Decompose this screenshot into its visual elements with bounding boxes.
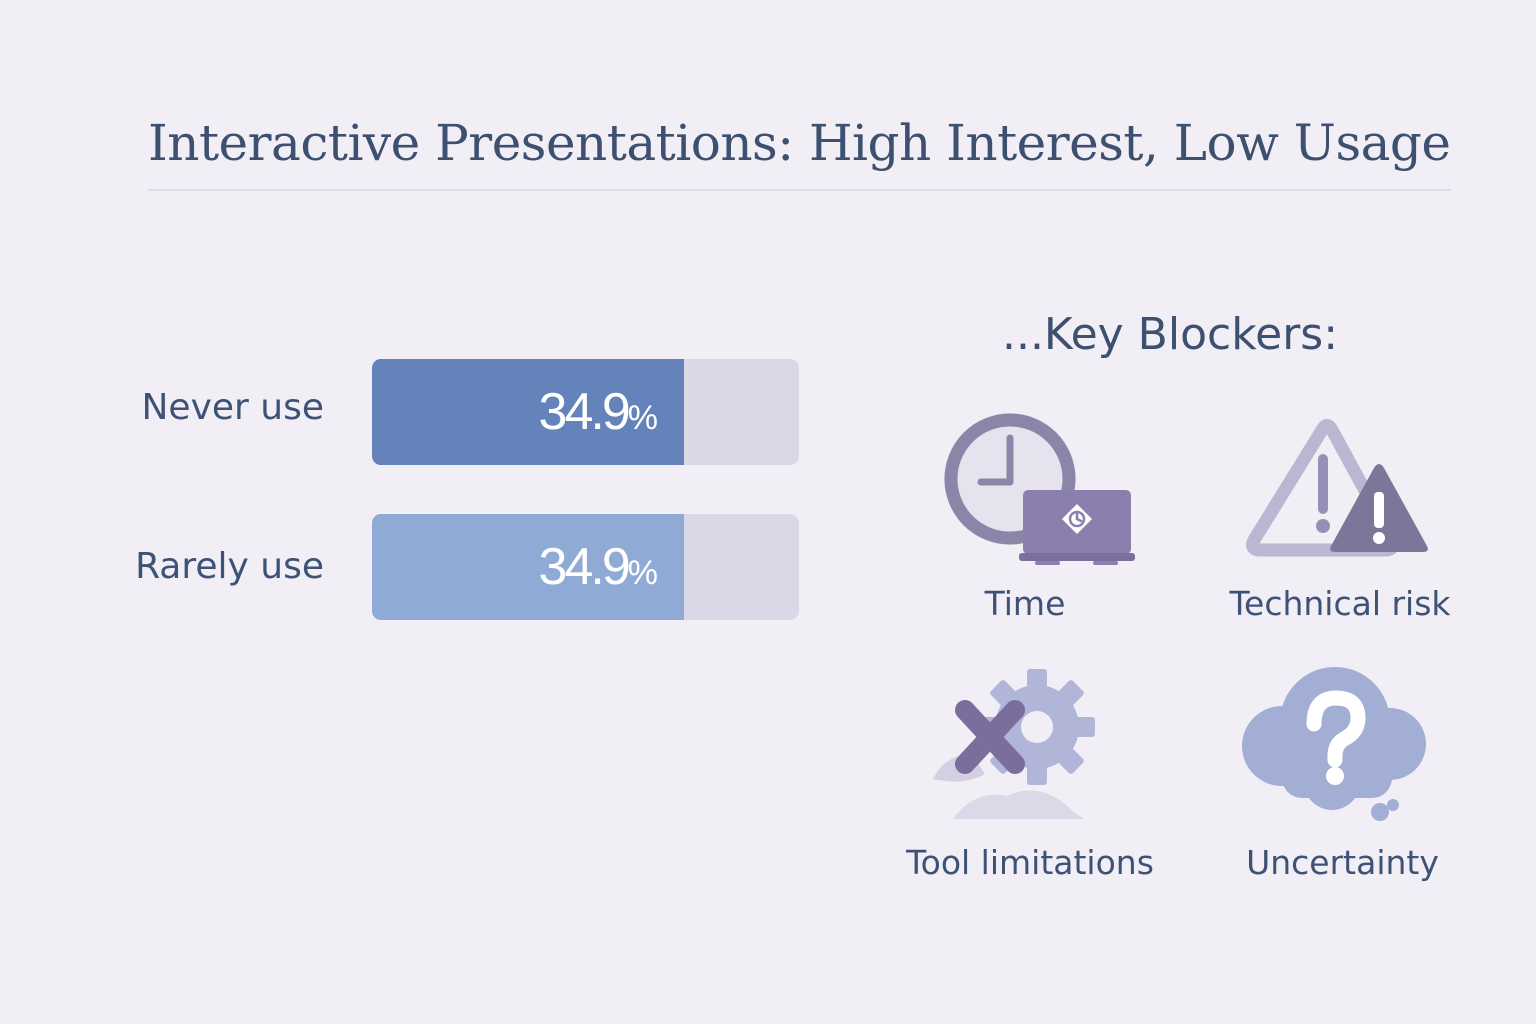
clock-laptop-icon <box>944 413 1135 565</box>
bar-value-number: 34.9 <box>538 383 631 441</box>
warning-triangles-icon <box>1246 419 1428 557</box>
bar-value-unit: % <box>627 554 658 592</box>
cloud-question-icon <box>1242 667 1426 821</box>
title-divider <box>148 189 1451 191</box>
blockers-heading: ...Key Blockers: <box>1001 309 1339 360</box>
bar-label-rarely-use: Rarely use <box>135 546 324 587</box>
blocker-label-uncertainty: Uncertainty <box>1246 843 1439 882</box>
gear-x-icon <box>933 669 1095 819</box>
bar-value-rarely-use: 34.9% <box>372 514 658 620</box>
blocker-label-tool-limitations: Tool limitations <box>906 843 1154 882</box>
blocker-label-technical-risk: Technical risk <box>1229 584 1451 623</box>
bar-track-never-use: 34.9% <box>372 359 799 465</box>
bar-value-never-use: 34.9% <box>372 359 658 465</box>
bar-track-rarely-use: 34.9% <box>372 514 799 620</box>
bar-label-never-use: Never use <box>141 387 325 428</box>
blocker-label-time: Time <box>984 584 1066 623</box>
bar-value-unit: % <box>627 399 658 437</box>
bar-rarely-use <box>372 514 684 620</box>
page-title: Interactive Presentations: High Interest… <box>148 114 1451 172</box>
bar-value-number: 34.9 <box>538 538 631 596</box>
bar-never-use <box>372 359 684 465</box>
